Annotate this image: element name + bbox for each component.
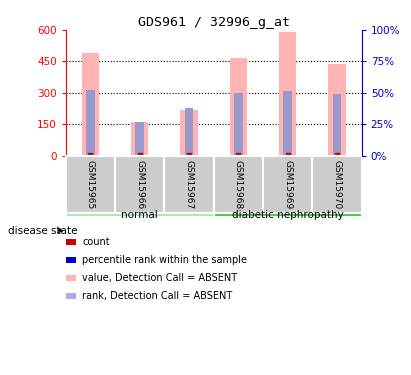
Bar	[332, 94, 342, 156]
Text: GSM15970: GSM15970	[332, 160, 342, 209]
Text: normal: normal	[121, 210, 158, 220]
Text: GSM15966: GSM15966	[135, 160, 144, 209]
Bar	[180, 110, 198, 156]
Bar	[230, 58, 247, 156]
Bar	[328, 63, 346, 156]
Bar	[66, 213, 214, 217]
Text: GSM15965: GSM15965	[86, 160, 95, 209]
Text: percentile rank within the sample: percentile rank within the sample	[82, 255, 247, 265]
Bar	[279, 32, 296, 156]
Bar	[214, 156, 263, 213]
Bar	[234, 93, 243, 156]
Bar	[135, 122, 144, 156]
Title: GDS961 / 32996_g_at: GDS961 / 32996_g_at	[138, 16, 290, 29]
Bar	[312, 156, 362, 213]
Text: diabetic nephropathy: diabetic nephropathy	[232, 210, 344, 220]
Text: GSM15967: GSM15967	[185, 160, 194, 209]
Bar	[263, 156, 312, 213]
Text: GSM15968: GSM15968	[234, 160, 243, 209]
Bar	[185, 108, 194, 156]
Text: GSM15969: GSM15969	[283, 160, 292, 209]
Bar	[82, 53, 99, 156]
Bar	[283, 91, 292, 156]
Bar	[164, 156, 214, 213]
Bar	[86, 90, 95, 156]
Bar	[115, 156, 164, 213]
Text: disease state: disease state	[8, 226, 78, 236]
Text: value, Detection Call = ABSENT: value, Detection Call = ABSENT	[82, 273, 237, 283]
Bar	[66, 156, 115, 213]
Bar	[131, 122, 148, 156]
Text: rank, Detection Call = ABSENT: rank, Detection Call = ABSENT	[82, 291, 233, 301]
Bar	[214, 213, 362, 217]
Text: count: count	[82, 237, 110, 247]
